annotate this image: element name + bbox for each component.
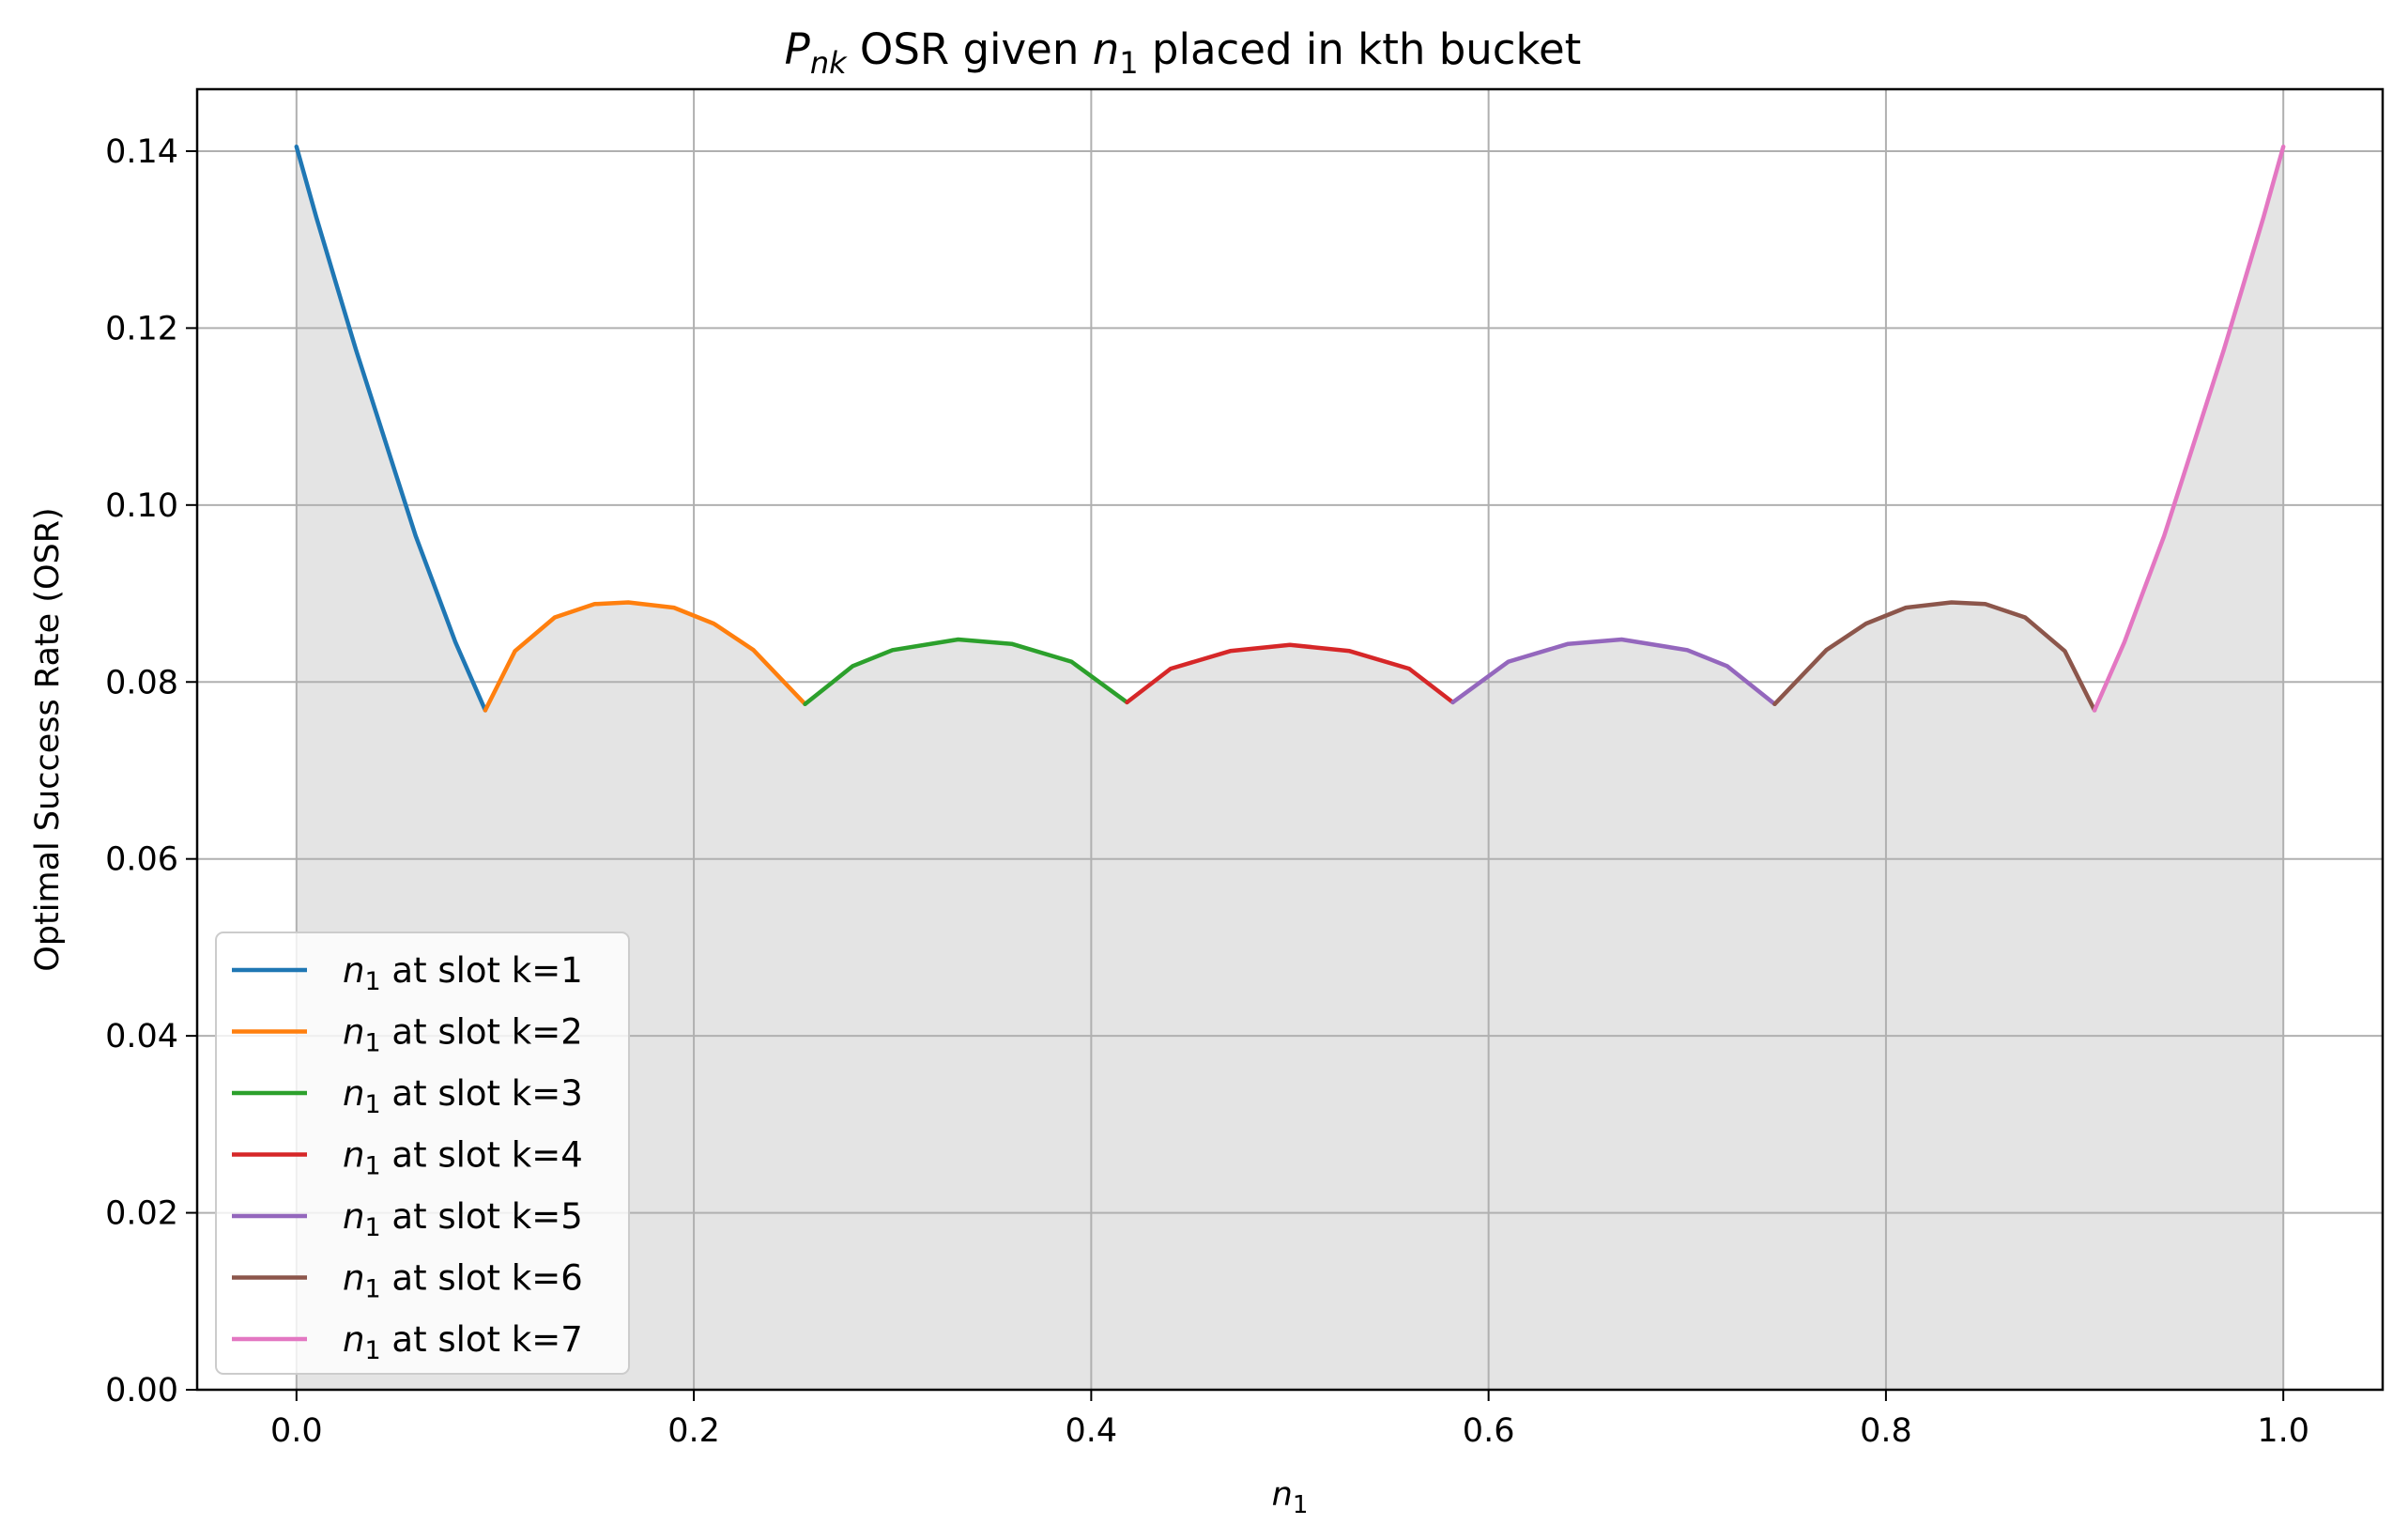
series-line-7	[2092, 144, 2286, 713]
x-tick-label: 0.0	[270, 1412, 323, 1450]
legend-label-3: n1 at slot k=3	[343, 1073, 583, 1119]
legend-label-1: n1 at slot k=1	[343, 950, 583, 996]
y-tick-label: 0.14	[105, 133, 178, 171]
series-line-4	[1125, 642, 1455, 705]
x-tick-label: 0.2	[667, 1412, 720, 1450]
x-axis: 0.0 0.2 0.4 0.6 0.8 1.0	[270, 1390, 2309, 1450]
area-fill-path	[296, 146, 2284, 1391]
legend-label-2: n1 at slot k=2	[343, 1012, 583, 1058]
series-lines	[294, 144, 2286, 713]
y-tick-label: 0.06	[105, 841, 178, 879]
x-tick-label: 0.6	[1463, 1412, 1515, 1450]
series-line-5	[1450, 637, 1777, 707]
y-axis: 0.00 0.02 0.04 0.06 0.08 0.10 0.12 0.14	[105, 133, 197, 1409]
x-axis-label: n1	[1272, 1476, 1309, 1519]
y-tick-label: 0.10	[105, 487, 178, 525]
series-line-3	[803, 637, 1129, 707]
x-tick-label: 0.4	[1066, 1412, 1118, 1450]
y-axis-label: Optimal Success Rate (OSR)	[29, 507, 67, 971]
x-tick-label: 1.0	[2257, 1412, 2309, 1450]
y-tick-label: 0.04	[105, 1018, 178, 1055]
plot-frame	[195, 87, 2385, 1392]
series-line-6	[1772, 600, 2097, 713]
legend-label-5: n1 at slot k=5	[343, 1196, 583, 1242]
series-line-1	[294, 144, 488, 713]
legend: n1 at slot k=1 n1 at slot k=2 n1 at slot k…	[215, 932, 630, 1375]
legend-label-7: n1 at slot k=7	[343, 1319, 583, 1365]
series-line-2	[483, 600, 807, 713]
legend-label-4: n1 at slot k=4	[343, 1135, 583, 1181]
y-tick-label: 0.00	[105, 1372, 178, 1409]
y-tick-label: 0.02	[105, 1195, 178, 1233]
y-tick-label: 0.08	[105, 664, 178, 701]
x-tick-label: 0.8	[1860, 1412, 1912, 1450]
chart-title: Pnk OSR given n1 placed in kth bucket	[785, 24, 1582, 81]
legend-box	[215, 932, 630, 1375]
legend-label-6: n1 at slot k=6	[343, 1258, 583, 1304]
y-tick-label: 0.12	[105, 310, 178, 347]
area-fill	[296, 146, 2284, 1391]
